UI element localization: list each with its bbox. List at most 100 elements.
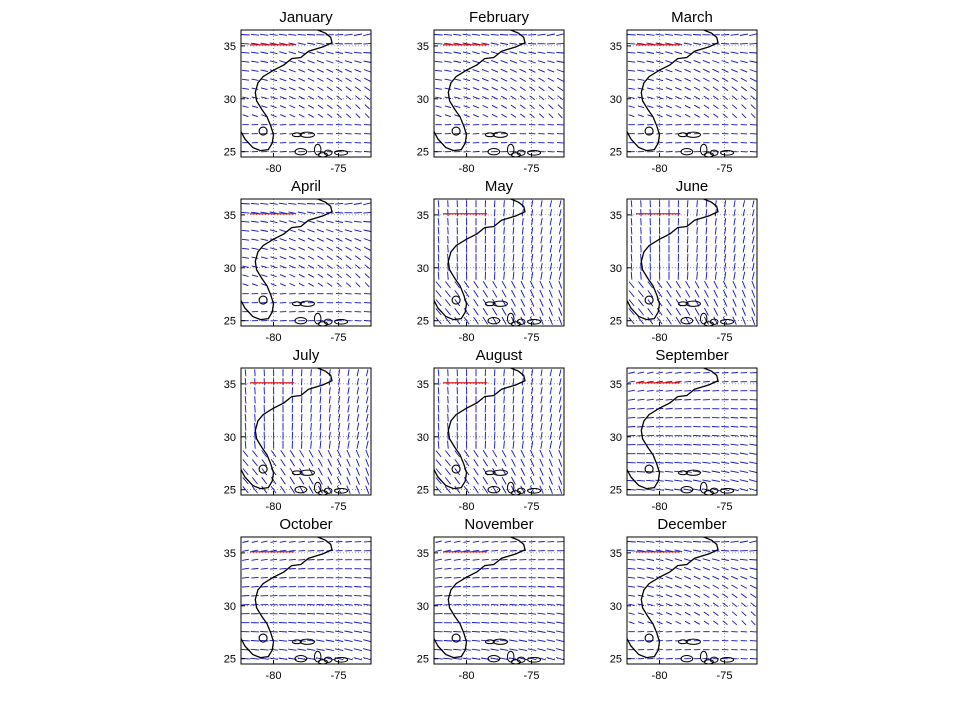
coastline	[434, 537, 525, 658]
y-tick-label: 30	[610, 432, 622, 444]
panel-title: July	[293, 347, 320, 364]
island	[300, 301, 314, 306]
y-tick-label: 35	[224, 548, 236, 560]
island	[721, 657, 734, 662]
panel-title: December	[657, 516, 726, 533]
month-panel: May -80 -75 35 30 25	[417, 178, 564, 344]
y-tick-label: 35	[610, 379, 622, 391]
y-tick-label: 25	[224, 654, 236, 666]
x-tick-label: -75	[717, 332, 733, 344]
island	[493, 132, 507, 137]
x-tick-label: -80	[652, 501, 668, 513]
y-tick-label: 35	[610, 41, 622, 53]
x-tick-label: -80	[652, 670, 668, 682]
y-tick-label: 35	[224, 210, 236, 222]
x-tick-label: -80	[459, 670, 475, 682]
y-tick-label: 35	[417, 210, 429, 222]
panel-title: February	[469, 9, 530, 26]
x-tick-label: -75	[524, 670, 540, 682]
panel-frame	[627, 368, 757, 495]
month-panel: March-80 -75353025	[610, 9, 757, 175]
x-tick-label: -75	[331, 670, 347, 682]
y-tick-label: 25	[610, 316, 622, 328]
x-tick-label: -80	[652, 163, 668, 175]
x-tick-label: -80	[652, 332, 668, 344]
y-tick-label: 30	[224, 601, 236, 613]
panel-title: August	[476, 347, 524, 364]
y-tick-label: 35	[417, 379, 429, 391]
x-tick-label: -80	[459, 332, 475, 344]
x-tick-label: -80	[266, 332, 282, 344]
panel-frame	[627, 30, 757, 157]
y-tick-label: 25	[610, 654, 622, 666]
panel-frame	[241, 368, 371, 495]
x-tick-label: -75	[524, 501, 540, 513]
panel-title: January	[279, 9, 333, 26]
y-tick-label: 30	[224, 432, 236, 444]
x-tick-label: -75	[717, 501, 733, 513]
wind-vectors	[627, 372, 757, 491]
panel-title: June	[676, 178, 709, 195]
y-tick-label: 25	[417, 485, 429, 497]
x-tick-label: -75	[524, 163, 540, 175]
y-tick-label: 30	[417, 432, 429, 444]
island	[721, 319, 734, 324]
y-tick-label: 35	[224, 41, 236, 53]
panel-frame	[434, 30, 564, 157]
panel-frame	[241, 199, 371, 326]
y-tick-label: 25	[224, 316, 236, 328]
y-tick-label: 30	[610, 94, 622, 106]
y-tick-label: 25	[417, 147, 429, 159]
y-tick-label: 35	[610, 548, 622, 560]
y-tick-label: 35	[224, 379, 236, 391]
island	[528, 150, 541, 155]
month-panel: August -80 -75 35 30 25	[417, 347, 564, 513]
coastline	[627, 537, 718, 658]
month-panel: November -80 -75 35 30 25	[417, 516, 565, 682]
y-tick-label: 25	[417, 654, 429, 666]
panel-title: March	[671, 9, 713, 26]
island	[528, 319, 541, 324]
island	[335, 150, 348, 155]
month-panel: February-80 -75353025	[417, 9, 564, 175]
panel-frame	[434, 537, 564, 664]
island	[335, 657, 348, 662]
y-tick-label: 25	[417, 316, 429, 328]
x-tick-label: -75	[524, 332, 540, 344]
y-tick-label: 30	[224, 263, 236, 275]
coastline	[241, 537, 332, 658]
month-panel: December -80 -75 35 30 25	[610, 516, 757, 682]
x-tick-label: -80	[266, 163, 282, 175]
lake-okeechobee	[452, 465, 460, 473]
island	[686, 639, 700, 644]
y-tick-label: 25	[224, 485, 236, 497]
panel-title: November	[464, 516, 533, 533]
x-tick-label: -80	[459, 501, 475, 513]
island	[721, 150, 734, 155]
panel-frame	[627, 537, 757, 664]
panel-title: October	[279, 516, 332, 533]
island	[528, 657, 541, 662]
y-tick-label: 35	[610, 210, 622, 222]
x-tick-label: -75	[717, 163, 733, 175]
panel-frame	[241, 30, 371, 157]
x-tick-label: -75	[717, 670, 733, 682]
month-panel: September -80 -75 35 30 25	[610, 347, 758, 513]
month-panel: October -80 -75 35 30 25	[224, 516, 372, 682]
month-panel: June -80 -75 35 30 25	[610, 178, 757, 344]
x-tick-label: -80	[266, 670, 282, 682]
panel-frame	[627, 199, 757, 326]
island	[686, 132, 700, 137]
month-panel: July-80 -75353025	[224, 347, 371, 513]
y-tick-label: 30	[417, 601, 429, 613]
coastline	[241, 199, 332, 320]
y-tick-label: 30	[417, 94, 429, 106]
island	[300, 132, 314, 137]
month-panel: April -80 -75 35 30 25	[224, 178, 371, 344]
coastline	[241, 30, 332, 151]
y-tick-label: 30	[610, 601, 622, 613]
coastline	[627, 368, 718, 489]
x-tick-label: -80	[266, 501, 282, 513]
lake-okeechobee	[452, 296, 460, 304]
